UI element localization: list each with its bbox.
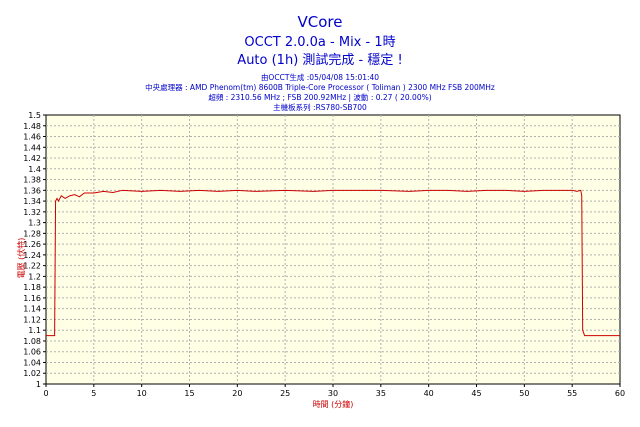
motherboard-info: 主機板系列 :RS780-SB700 xyxy=(273,102,367,112)
x-tick-label: 5 xyxy=(91,389,96,398)
x-tick-label: 0 xyxy=(43,389,48,398)
x-tick-label: 35 xyxy=(376,389,386,398)
x-tick-label: 40 xyxy=(424,389,434,398)
x-axis-label: 時間 (分鐘) xyxy=(313,399,354,409)
y-tick-label: 1.26 xyxy=(23,240,41,249)
y-tick-label: 1.16 xyxy=(23,294,41,303)
y-tick-label: 1.36 xyxy=(23,186,41,195)
overclock-info: 超頻 : 2310.56 MHz ; FSB 200.92MHz | 波動 : … xyxy=(208,92,431,102)
vcore-series-line xyxy=(46,189,620,337)
x-tick-label: 30 xyxy=(328,389,338,398)
y-tick-label: 1.3 xyxy=(28,219,41,228)
x-tick-label: 50 xyxy=(519,389,529,398)
y-tick-label: 1.48 xyxy=(23,122,41,131)
chart-title: VCore xyxy=(298,13,343,31)
y-tick-label: 1.1 xyxy=(28,326,41,335)
y-tick-label: 1.32 xyxy=(23,208,41,217)
y-tick-label: 1.4 xyxy=(28,165,41,174)
x-tick-label: 60 xyxy=(615,389,625,398)
y-tick-label: 1.38 xyxy=(23,176,41,185)
generated-info: 由OCCT生成 :05/04/08 15:01:40 xyxy=(261,72,379,82)
x-tick-label: 55 xyxy=(567,389,577,398)
y-tick-label: 1.04 xyxy=(23,358,41,367)
y-tick-label: 1 xyxy=(36,380,41,389)
chart-status: Auto (1h) 測試完成 - 穩定 ! xyxy=(237,52,402,68)
x-tick-label: 15 xyxy=(184,389,194,398)
y-tick-label: 1.2 xyxy=(28,272,41,281)
axis-ticks: 0 5 10 15 20 25 30 35 40 45 50 55 60 1 1.02 1.041.06 1.0… xyxy=(23,111,625,398)
x-tick-label: 20 xyxy=(232,389,242,398)
y-tick-label: 1.24 xyxy=(23,251,41,260)
y-tick-label: 1.08 xyxy=(23,337,41,346)
y-tick-label: 1.28 xyxy=(23,229,41,238)
y-tick-label: 1.18 xyxy=(23,283,41,292)
y-tick-label: 1.42 xyxy=(23,154,41,163)
cpu-info: 中央處理器 : AMD Phenom(tm) 8600B Triple-Core… xyxy=(145,82,495,92)
chart-subtitle: OCCT 2.0.0a - Mix - 1時 xyxy=(244,35,395,50)
x-tick-label: 25 xyxy=(280,389,290,398)
x-tick-label: 45 xyxy=(471,389,481,398)
y-tick-label: 1.06 xyxy=(23,348,41,357)
grid-lines xyxy=(46,115,620,384)
y-tick-label: 1.44 xyxy=(23,143,41,152)
y-tick-label: 1.22 xyxy=(23,262,41,271)
y-tick-label: 1.02 xyxy=(23,369,41,378)
y-tick-label: 1.5 xyxy=(28,111,41,120)
y-tick-label: 1.34 xyxy=(23,197,41,206)
y-tick-label: 1.46 xyxy=(23,133,41,142)
y-tick-label: 1.14 xyxy=(23,305,41,314)
y-axis-label: 電壓 (伏特) xyxy=(16,238,26,279)
y-tick-label: 1.12 xyxy=(23,315,41,324)
x-tick-label: 10 xyxy=(137,389,147,398)
